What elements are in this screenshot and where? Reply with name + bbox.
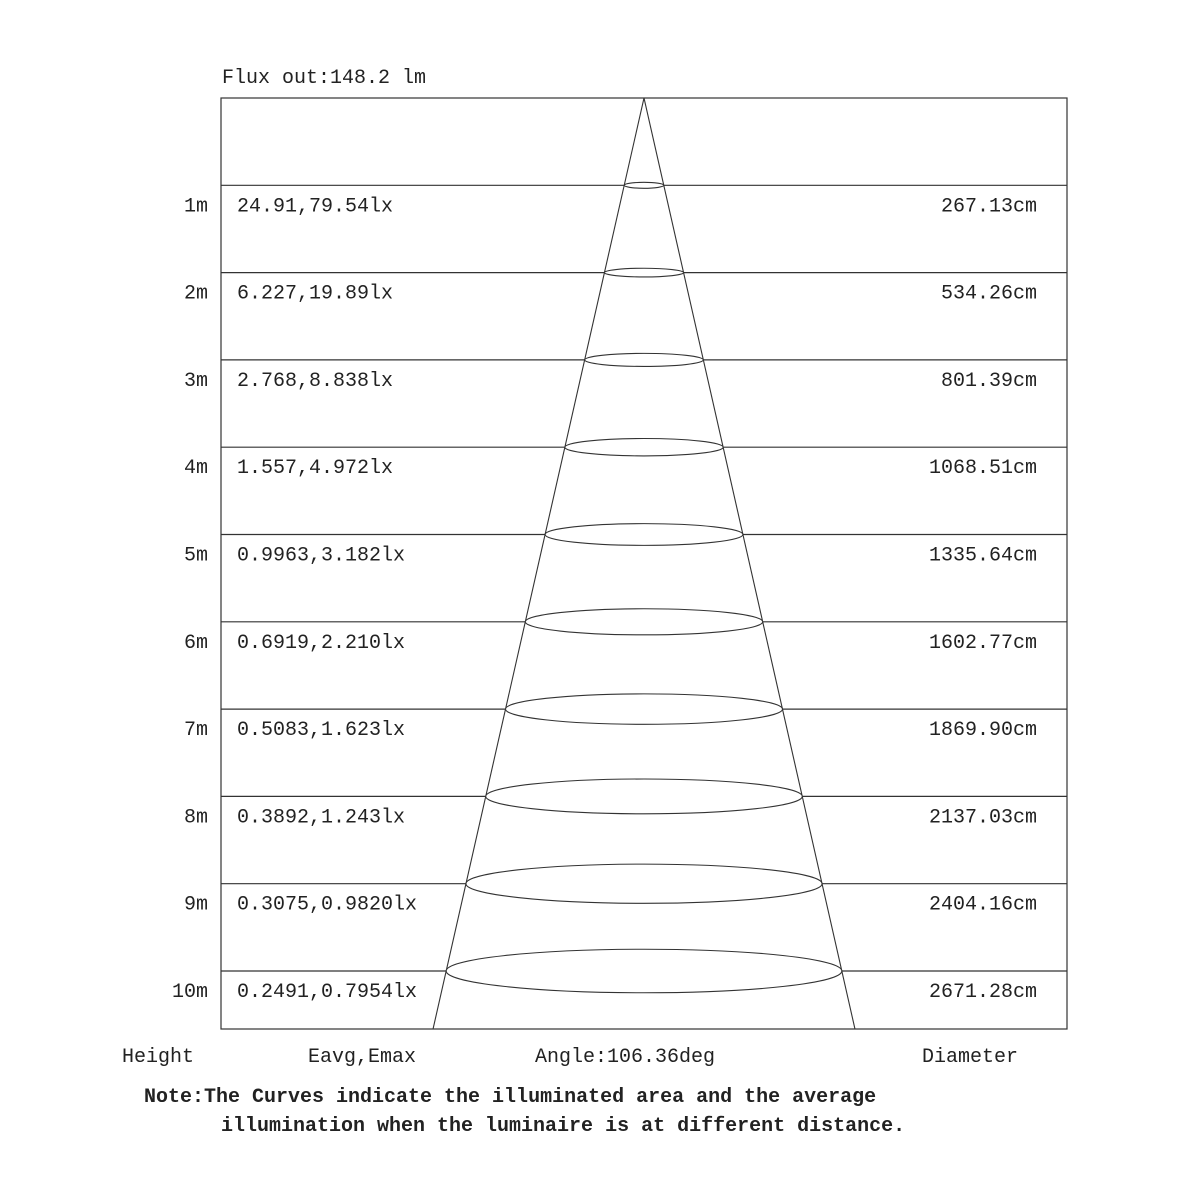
illuminated-area-ellipse — [524, 608, 764, 636]
note-line-1: Note:The Curves indicate the illuminated… — [144, 1086, 876, 1109]
height-column-label: Height — [122, 1046, 194, 1069]
height-label: 6m — [184, 632, 208, 655]
cone-left-edge — [432, 97, 645, 1030]
illuminated-area-ellipse — [544, 523, 744, 546]
eavg-emax-value: 0.3075,0.9820lx — [237, 894, 417, 917]
height-label: 7m — [184, 719, 208, 742]
eavg-emax-value: 0.2491,0.7954lx — [237, 981, 417, 1004]
illuminated-area-ellipse — [623, 181, 665, 189]
diameter-value: 1602.77cm — [929, 632, 1037, 655]
note-line-2: illumination when the luminaire is at di… — [221, 1115, 905, 1138]
illuminated-area-ellipse — [603, 267, 685, 278]
eavg-emax-value: 0.5083,1.623lx — [237, 719, 405, 742]
illuminated-area-ellipse — [445, 948, 843, 994]
diameter-value: 267.13cm — [941, 195, 1037, 218]
diameter-value: 801.39cm — [941, 370, 1037, 393]
cone-right-edge — [643, 97, 856, 1030]
diameter-value: 1068.51cm — [929, 457, 1037, 480]
eavg-emax-value: 2.768,8.838lx — [237, 370, 393, 393]
diameter-value: 534.26cm — [941, 283, 1037, 306]
illuminated-area-ellipse — [485, 778, 803, 815]
height-label: 2m — [184, 283, 208, 306]
eavg-emax-value: 6.227,19.89lx — [237, 283, 393, 306]
illuminated-area-ellipse — [584, 352, 704, 367]
height-label: 3m — [184, 370, 208, 393]
height-label: 4m — [184, 457, 208, 480]
diameter-value: 2404.16cm — [929, 894, 1037, 917]
illuminated-area-ellipse — [564, 437, 724, 457]
eavg-emax-column-label: Eavg,Emax — [308, 1046, 416, 1069]
height-label: 5m — [184, 545, 208, 568]
height-label: 10m — [172, 981, 208, 1004]
diameter-value: 2671.28cm — [929, 981, 1037, 1004]
height-label: 1m — [184, 195, 208, 218]
eavg-emax-value: 1.557,4.972lx — [237, 457, 393, 480]
illuminated-area-ellipse — [504, 693, 784, 725]
height-label: 9m — [184, 894, 208, 917]
diameter-column-label: Diameter — [922, 1046, 1018, 1069]
flux-label: Flux out:148.2 lm — [222, 67, 426, 90]
light-cone — [432, 97, 856, 1030]
eavg-emax-value: 24.91,79.54lx — [237, 195, 393, 218]
diameter-value: 2137.03cm — [929, 806, 1037, 829]
eavg-emax-value: 0.9963,3.182lx — [237, 545, 405, 568]
illuminated-area-ellipse — [465, 863, 823, 904]
diameter-value: 1869.90cm — [929, 719, 1037, 742]
eavg-emax-value: 0.6919,2.210lx — [237, 632, 405, 655]
height-label: 8m — [184, 806, 208, 829]
eavg-emax-value: 0.3892,1.243lx — [237, 806, 405, 829]
angle-label: Angle:106.36deg — [535, 1046, 715, 1069]
diameter-value: 1335.64cm — [929, 545, 1037, 568]
